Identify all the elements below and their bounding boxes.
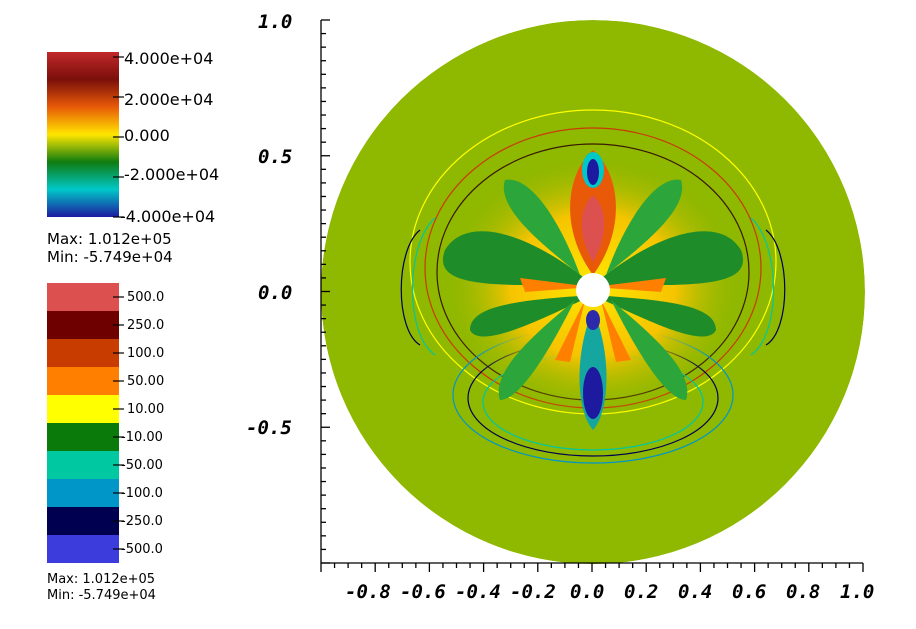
colorbar-discrete-swatch: [47, 395, 119, 423]
jet-lower-blue: [583, 367, 603, 419]
colorbar-discrete-swatch: [47, 507, 119, 535]
colorbar-discrete-label-4: 10.00: [127, 402, 164, 417]
axes: [320, 19, 864, 572]
finger-left-lower: [470, 295, 593, 337]
jet-upper-blue: [587, 159, 599, 185]
colorbar-continuous-label-0: 4.000e+04: [124, 49, 213, 68]
x-tick-label-1: -0.6: [400, 581, 446, 603]
colorbar-discrete-swatch: [47, 451, 119, 479]
colorbar-discrete-label-0: 500.0: [127, 290, 164, 305]
x-tick-label-3: -0.2: [510, 581, 556, 603]
colorbar-discrete: 500.0 250.0 100.0 50.00 10.00 -10.00 -50…: [47, 283, 164, 603]
arm-upper-left-green: [503, 179, 580, 275]
colorbar-discrete-label-1: 250.0: [127, 318, 164, 333]
streak-lower-right: [601, 300, 631, 362]
streak-lower-left: [555, 300, 585, 362]
colorbar-discrete-swatch: [47, 311, 119, 339]
plot-field: [321, 20, 865, 564]
colorbar-discrete-swatch: [47, 423, 119, 451]
colorbar-continuous-label-3: -2.000e+04: [124, 165, 219, 184]
colorbar-discrete-label-8: -250.0: [121, 514, 163, 529]
colorbar-discrete-min: Min: -5.749e+04: [47, 588, 156, 603]
contour-left-lobe: [400, 229, 421, 346]
x-tick-label-8: 0.8: [786, 581, 820, 603]
arm-lower-left-green: [498, 300, 575, 400]
inner-hole: [576, 273, 610, 307]
contour-right-lobe-teal: [750, 217, 774, 356]
colorbar-continuous-min: Min: -5.749e+04: [47, 248, 173, 266]
x-tick-label-9: 1.0: [840, 581, 874, 603]
finger-left-upper: [442, 231, 593, 286]
colorbar-discrete-label-7: -100.0: [121, 486, 163, 501]
arm-lower-right-green: [611, 300, 688, 400]
colorbar-continuous-label-4: -4.000e+04: [120, 207, 215, 226]
x-tick-label-0: -0.8: [345, 581, 391, 603]
contour-left-lobe-teal: [412, 217, 436, 356]
colorbar-discrete-label-6: -50.00: [121, 458, 163, 473]
x-tick-label-6: 0.4: [678, 581, 712, 603]
colorbar-continuous-max: Max: 1.012e+05: [47, 230, 172, 248]
colorbar-discrete-label-3: 50.00: [127, 374, 164, 389]
x-tick-labels: -0.8 -0.6 -0.4 -0.2 0.0 0.2 0.4 0.6 0.8 …: [345, 581, 874, 603]
streak-left: [520, 278, 593, 292]
jet-upper-red: [581, 195, 605, 262]
x-tick-label-5: 0.2: [624, 581, 658, 603]
colorbar-discrete-label-9: -500.0: [121, 542, 163, 557]
y-tick-labels: 1.0 0.5 0.0 -0.5: [246, 11, 292, 439]
colorbar-continuous-ramp: [47, 52, 119, 217]
colorbar-continuous: 4.000e+04 2.000e+04 0.000 -2.000e+04 -4.…: [47, 49, 219, 266]
contour-right-lobe: [765, 229, 786, 346]
colorbar-discrete-swatch: [47, 479, 119, 507]
colorbar-discrete-label-5: -10.00: [121, 430, 163, 445]
colorbar-discrete-max: Max: 1.012e+05: [47, 572, 155, 587]
y-tick-label-1: 0.5: [258, 146, 292, 168]
colorbar-continuous-label-1: 2.000e+04: [124, 90, 213, 109]
finger-right-upper: [593, 231, 744, 286]
x-tick-label-2: -0.4: [455, 581, 501, 603]
y-tick-label-3: -0.5: [246, 417, 292, 439]
finger-right-lower: [593, 295, 716, 337]
y-tick-label-0: 1.0: [258, 11, 292, 33]
colorbar-discrete-swatch: [47, 535, 119, 563]
x-tick-label-7: 0.6: [732, 581, 766, 603]
colorbar-discrete-swatch: [47, 283, 119, 311]
colorbar-discrete-swatch: [47, 339, 119, 367]
jet-mid-blue: [586, 310, 600, 330]
colorbar-discrete-label-2: 100.0: [127, 346, 164, 361]
streak-right: [593, 278, 666, 292]
x-tick-label-4: 0.0: [570, 581, 604, 603]
colorbar-continuous-label-2: 0.000: [124, 126, 170, 145]
colorbar-discrete-swatch: [47, 367, 119, 395]
arm-upper-right-green: [606, 179, 683, 275]
y-tick-label-2: 0.0: [258, 282, 292, 304]
